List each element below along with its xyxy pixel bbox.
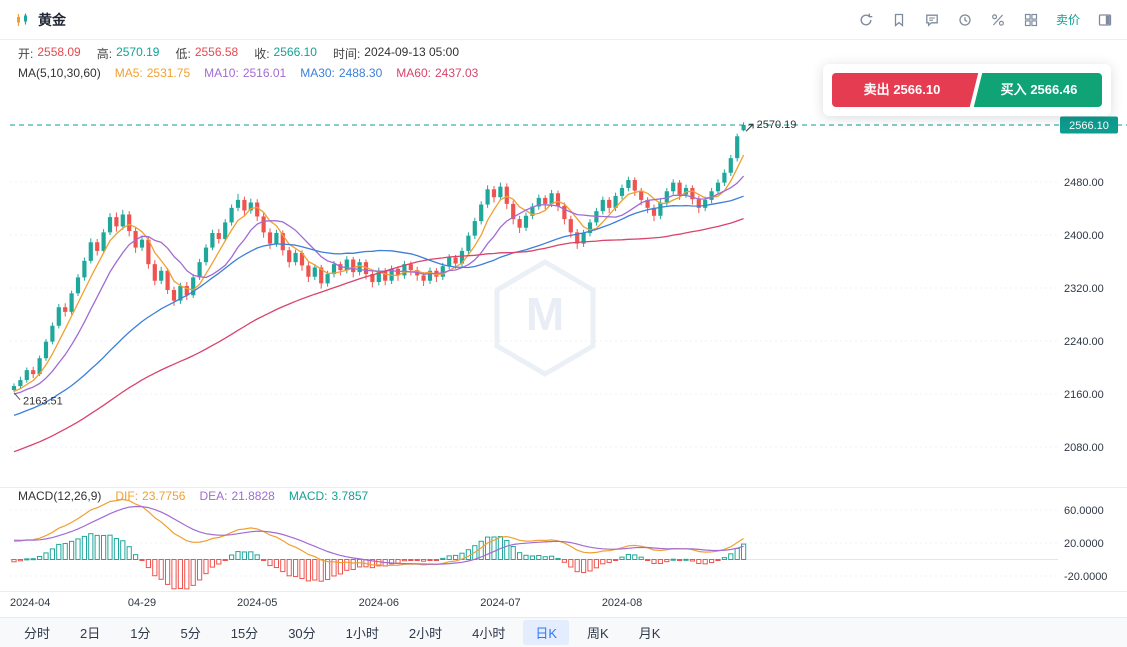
panel-icon[interactable]: [1097, 12, 1113, 28]
close-value: 2566.10: [273, 45, 317, 59]
tab-2day[interactable]: 2日: [80, 626, 101, 641]
svg-text:2566.10: 2566.10: [1069, 120, 1109, 132]
ma60-field: MA60: 2437.03: [396, 66, 479, 80]
tab-15min[interactable]: 15分: [230, 626, 259, 641]
ma-indicator-bar: MA(5,10,30,60) MA5: 2531.75 MA10: 2516.01 …: [18, 66, 478, 80]
tab-4hour[interactable]: 4小时: [472, 626, 506, 641]
tab-2hour[interactable]: 2小时: [408, 626, 443, 641]
svg-text:-20.0000: -20.0000: [1064, 571, 1107, 583]
macd-group-label: MACD(12,26,9): [18, 489, 102, 503]
svg-text:2024-05: 2024-05: [237, 597, 277, 609]
svg-text:60.0000: 60.0000: [1064, 505, 1104, 517]
kline-icon: [14, 12, 30, 28]
svg-text:2163.51: 2163.51: [23, 396, 63, 408]
dif-field: DIF: 23.7756: [115, 489, 186, 503]
percent-icon[interactable]: [990, 12, 1006, 28]
svg-text:2024-04: 2024-04: [10, 597, 50, 609]
svg-text:2024-07: 2024-07: [480, 597, 520, 609]
open-value: 2558.09: [37, 45, 81, 59]
tab-timeshare[interactable]: 分时: [24, 626, 51, 641]
svg-text:2320.00: 2320.00: [1064, 283, 1104, 295]
toolbar-actions: 卖价: [858, 11, 1113, 28]
svg-text:2024-06: 2024-06: [359, 597, 399, 609]
timeframe-tabbar: 分时 2日 1分 5分 15分 30分 1小时 2小时 4小时 日K 周K 月K: [0, 617, 1127, 647]
close-field: 收: 2566.10: [254, 45, 317, 61]
svg-text:04-29: 04-29: [128, 597, 156, 609]
ma5-field: MA5: 2531.75: [114, 66, 191, 80]
refresh-icon[interactable]: [858, 12, 874, 28]
trade-panel: 卖出 2566.10 买入 2566.46: [823, 64, 1111, 116]
svg-text:2024-08: 2024-08: [602, 597, 642, 609]
high-value: 2570.19: [116, 45, 160, 59]
svg-text:M: M: [526, 288, 564, 340]
svg-text:2400.00: 2400.00: [1064, 230, 1104, 242]
tab-5min[interactable]: 5分: [180, 626, 201, 641]
svg-text:2480.00: 2480.00: [1064, 177, 1104, 189]
sell-price-toggle[interactable]: 卖价: [1055, 13, 1080, 27]
clock-icon[interactable]: [957, 12, 973, 28]
macd-indicator-bar: MACD(12,26,9) DIF: 23.7756 DEA: 21.8828 MA…: [18, 489, 368, 503]
macd-field: MACD: 3.7857: [288, 489, 369, 503]
trade-buttons: 卖出 2566.10 买入 2566.46: [832, 73, 1102, 107]
dea-field: DEA: 21.8828: [199, 489, 275, 503]
toolbar: 黄金 卖价: [0, 0, 1127, 40]
tab-1hour[interactable]: 1小时: [345, 626, 379, 641]
svg-text:2570.19: 2570.19: [757, 119, 797, 131]
high-field: 高: 2570.19: [96, 45, 160, 61]
instrument-title: 黄金: [38, 11, 66, 28]
tab-monthly-k[interactable]: 月K: [638, 626, 661, 641]
bookmark-icon[interactable]: [891, 12, 907, 28]
buy-button[interactable]: [973, 73, 1102, 107]
sell-button[interactable]: [832, 73, 979, 107]
ma-group-label: MA(5,10,30,60): [18, 66, 101, 80]
tab-weekly-k[interactable]: 周K: [587, 626, 609, 641]
alert-icon[interactable]: [924, 12, 940, 28]
ma30-field: MA30: 2488.30: [300, 66, 383, 80]
ma10-field: MA10: 2516.01: [204, 66, 287, 80]
svg-text:2160.00: 2160.00: [1064, 389, 1104, 401]
ohlc-info-bar: 开: 2558.09 高: 2570.19 低: 2556.58 收: 2566.10 …: [18, 45, 459, 62]
tab-30min[interactable]: 30分: [288, 626, 316, 641]
grid-icon[interactable]: [1023, 12, 1039, 28]
tab-1min[interactable]: 1分: [130, 626, 151, 641]
open-field: 开: 2558.09: [18, 45, 81, 61]
svg-text:2080.00: 2080.00: [1064, 442, 1104, 454]
low-value: 2556.58: [194, 45, 239, 59]
svg-text:2240.00: 2240.00: [1064, 336, 1104, 348]
time-value: 2024-09-13 05:00: [364, 45, 460, 59]
svg-text:20.0000: 20.0000: [1064, 538, 1104, 550]
tab-daily-k[interactable]: 日K: [523, 620, 570, 645]
low-field: 低: 2556.58: [175, 45, 239, 61]
time-field: 时间: 2024-09-13 05:00: [332, 45, 460, 61]
